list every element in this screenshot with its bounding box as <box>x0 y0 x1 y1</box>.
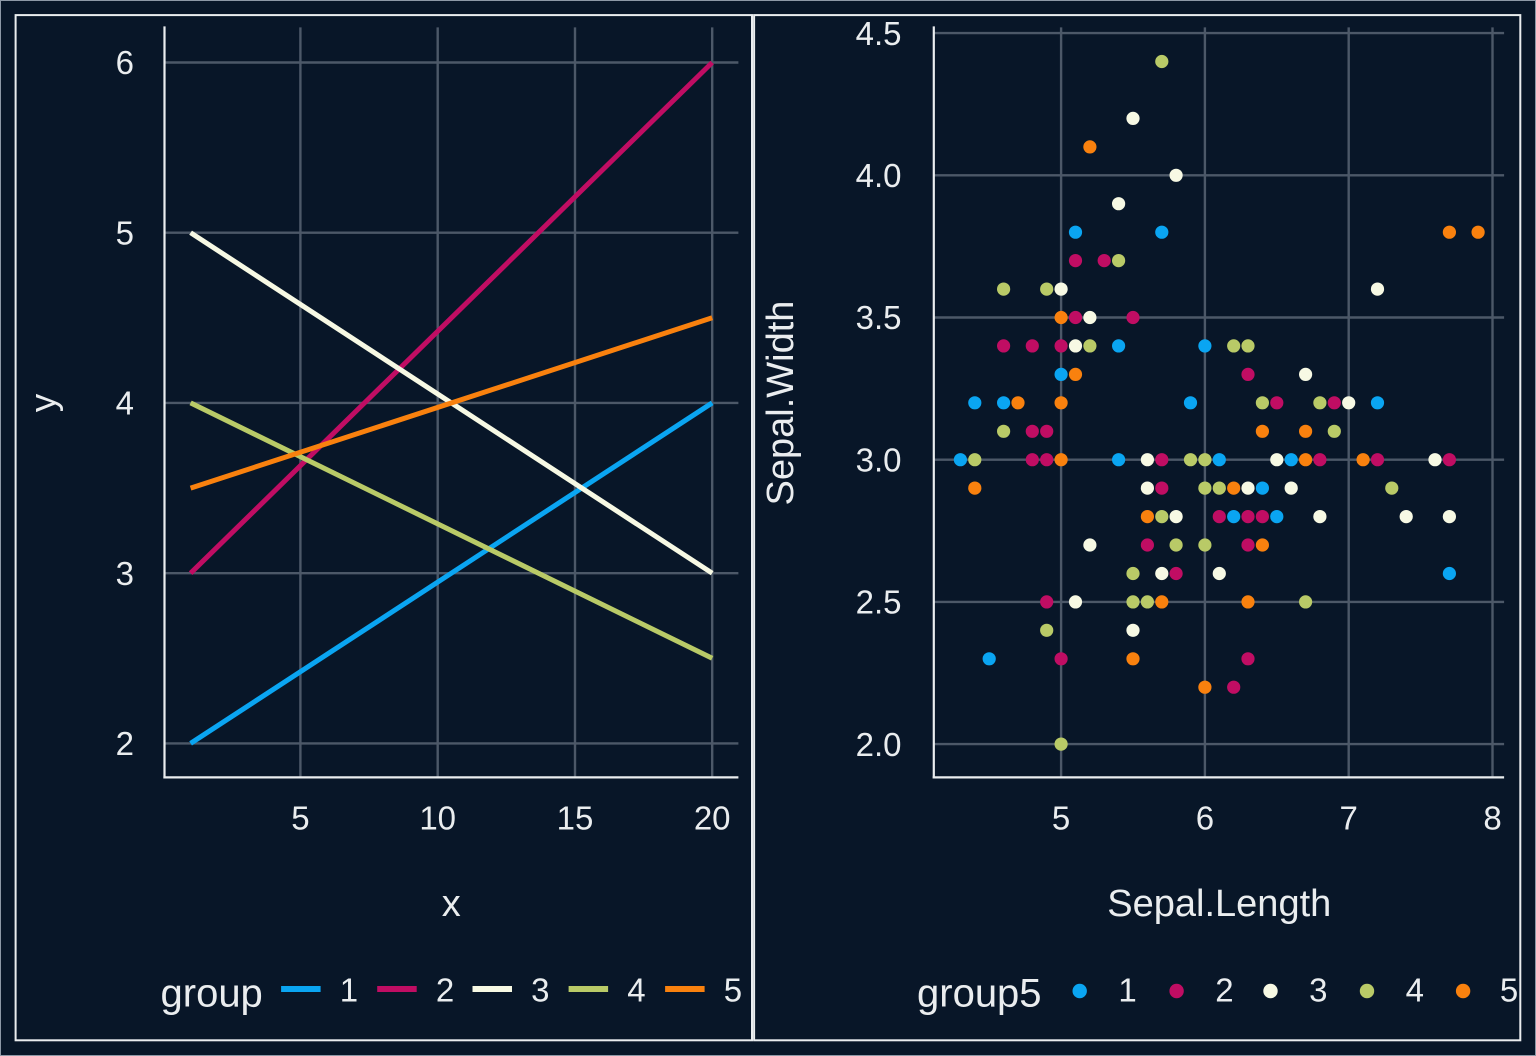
svg-text:4: 4 <box>116 385 134 422</box>
svg-text:Sepal.Length: Sepal.Length <box>1107 883 1331 925</box>
svg-text:2.0: 2.0 <box>856 726 902 763</box>
svg-text:3.5: 3.5 <box>856 299 902 336</box>
svg-text:3: 3 <box>116 555 134 592</box>
svg-text:3: 3 <box>1309 972 1327 1009</box>
svg-text:6: 6 <box>1196 800 1214 837</box>
svg-text:8: 8 <box>1483 800 1501 837</box>
svg-text:y: y <box>23 393 64 412</box>
svg-text:4: 4 <box>1406 972 1424 1009</box>
svg-text:7: 7 <box>1340 800 1358 837</box>
svg-text:3.0: 3.0 <box>856 441 902 478</box>
svg-text:5: 5 <box>291 800 309 837</box>
svg-text:5: 5 <box>1500 972 1518 1009</box>
svg-text:4: 4 <box>627 972 645 1009</box>
svg-text:15: 15 <box>557 800 594 837</box>
svg-text:4.5: 4.5 <box>856 15 902 52</box>
svg-text:group5: group5 <box>917 972 1042 1016</box>
svg-text:2.5: 2.5 <box>856 584 902 621</box>
svg-text:1: 1 <box>1118 972 1136 1009</box>
svg-text:1: 1 <box>340 972 358 1009</box>
svg-text:Sepal.Width: Sepal.Width <box>760 301 802 506</box>
svg-text:6: 6 <box>116 44 134 81</box>
svg-text:20: 20 <box>694 800 731 837</box>
svg-text:2: 2 <box>116 725 134 762</box>
svg-text:3: 3 <box>531 972 549 1009</box>
svg-text:2: 2 <box>1215 972 1233 1009</box>
svg-text:10: 10 <box>419 800 456 837</box>
svg-text:x: x <box>442 883 461 925</box>
svg-text:4.0: 4.0 <box>856 157 902 194</box>
svg-text:5: 5 <box>116 214 134 251</box>
svg-text:2: 2 <box>436 972 454 1009</box>
svg-text:5: 5 <box>1052 800 1070 837</box>
svg-text:group: group <box>161 972 263 1016</box>
svg-text:5: 5 <box>724 972 742 1009</box>
